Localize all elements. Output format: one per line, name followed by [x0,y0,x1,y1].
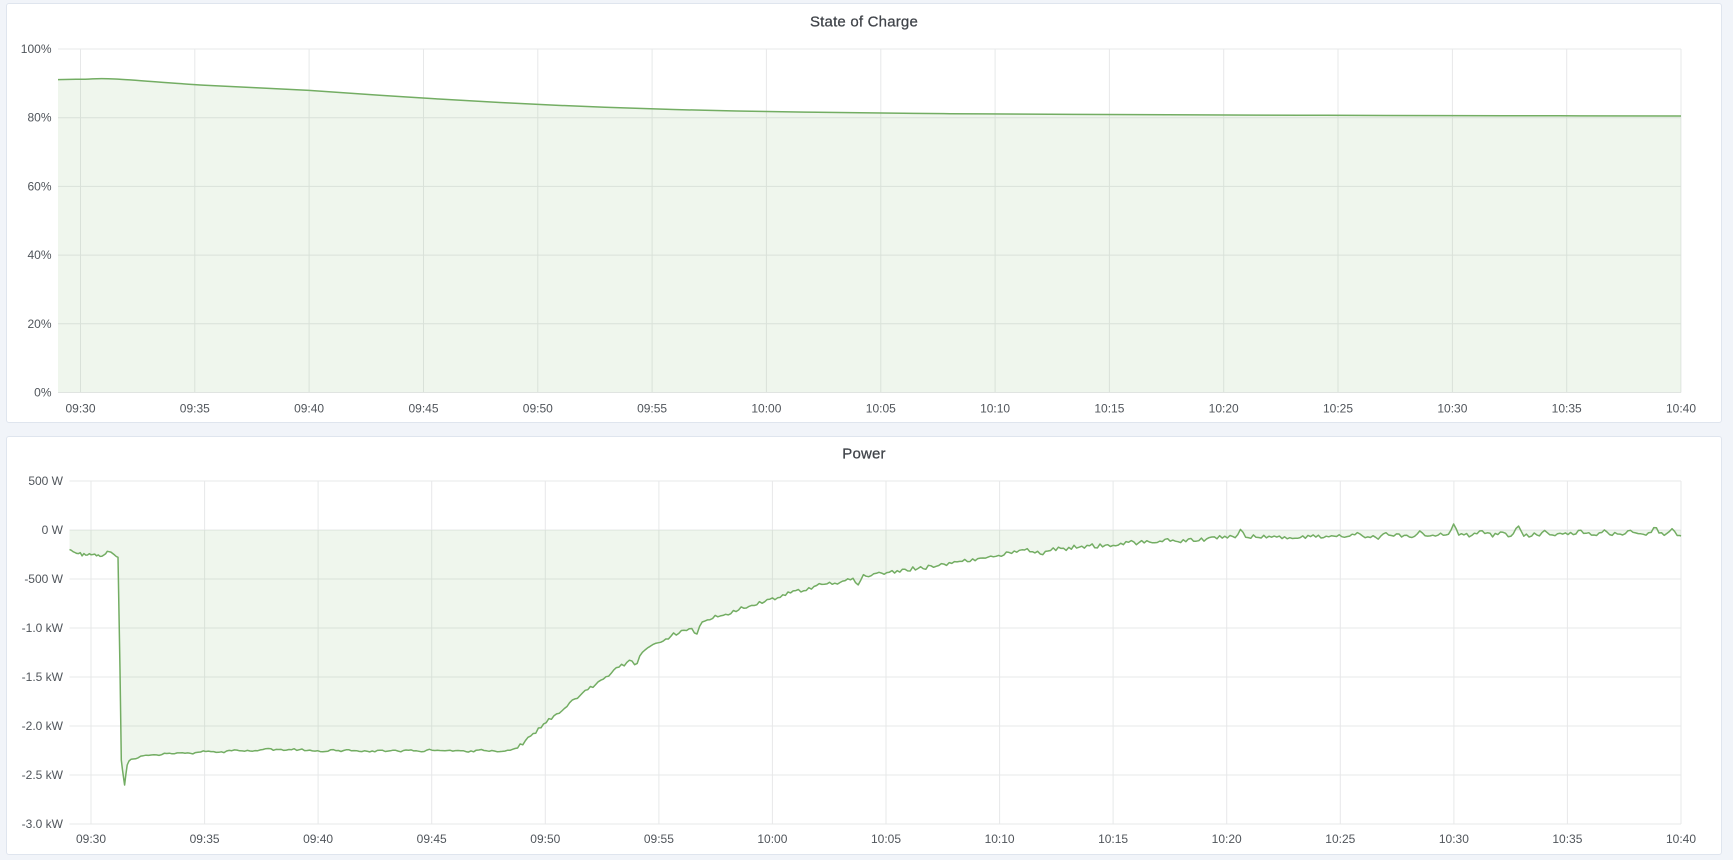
svg-text:10:05: 10:05 [866,402,896,416]
svg-text:10:25: 10:25 [1325,832,1355,846]
svg-text:09:30: 09:30 [76,832,106,846]
svg-text:-2.5 kW: -2.5 kW [22,768,64,782]
svg-text:10:40: 10:40 [1666,402,1696,416]
svg-text:10:05: 10:05 [871,832,901,846]
svg-text:09:40: 09:40 [294,402,324,416]
svg-text:10:20: 10:20 [1212,832,1242,846]
svg-text:10:15: 10:15 [1098,832,1128,846]
svg-text:500 W: 500 W [28,474,63,488]
svg-text:40%: 40% [27,248,51,262]
svg-text:10:10: 10:10 [985,832,1015,846]
svg-text:09:55: 09:55 [637,402,667,416]
svg-text:100%: 100% [21,42,52,56]
svg-text:State of Charge: State of Charge [810,14,918,31]
svg-text:09:35: 09:35 [190,832,220,846]
svg-text:-1.0 kW: -1.0 kW [22,621,64,635]
svg-text:20%: 20% [27,317,51,331]
svg-text:10:30: 10:30 [1437,402,1467,416]
svg-text:10:20: 10:20 [1209,402,1239,416]
svg-text:10:00: 10:00 [757,832,787,846]
svg-text:10:00: 10:00 [751,402,781,416]
svg-text:60%: 60% [27,179,51,193]
svg-text:10:40: 10:40 [1666,832,1696,846]
svg-text:-2.0 kW: -2.0 kW [22,719,64,733]
svg-text:0 W: 0 W [42,523,64,537]
svg-text:-3.0 kW: -3.0 kW [22,817,64,831]
svg-text:10:10: 10:10 [980,402,1010,416]
svg-text:09:50: 09:50 [530,832,560,846]
svg-text:09:30: 09:30 [65,402,95,416]
svg-text:09:45: 09:45 [408,402,438,416]
svg-text:09:35: 09:35 [180,402,210,416]
svg-text:09:40: 09:40 [303,832,333,846]
svg-text:80%: 80% [27,111,51,125]
svg-text:09:55: 09:55 [644,832,674,846]
svg-text:10:15: 10:15 [1094,402,1124,416]
svg-text:Power: Power [842,446,886,463]
svg-text:10:25: 10:25 [1323,402,1353,416]
svg-text:09:45: 09:45 [417,832,447,846]
svg-text:09:50: 09:50 [523,402,553,416]
svg-text:-500 W: -500 W [24,572,63,586]
svg-text:-1.5 kW: -1.5 kW [22,670,64,684]
svg-text:10:30: 10:30 [1439,832,1469,846]
svg-text:10:35: 10:35 [1552,402,1582,416]
svg-text:0%: 0% [34,386,52,400]
svg-text:10:35: 10:35 [1552,832,1582,846]
